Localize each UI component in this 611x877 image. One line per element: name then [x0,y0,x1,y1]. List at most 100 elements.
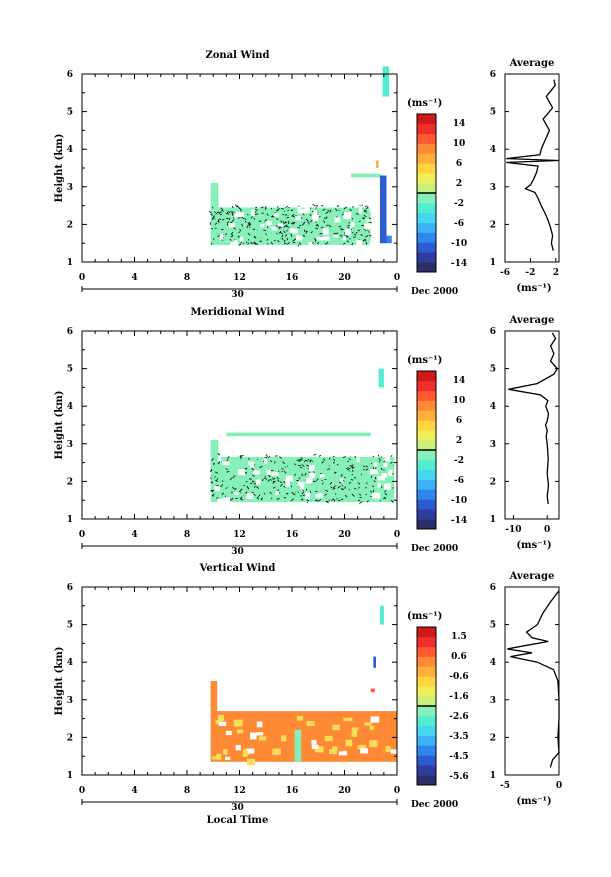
data-gap [217,456,222,461]
profile-y-tick-label: 1 [490,771,496,781]
data-gap [385,745,391,753]
colorbar [416,370,437,530]
panel-title: Zonal Wind [205,50,269,61]
data-block [378,368,384,388]
profile-y-tick-label: 6 [490,70,496,80]
colorbar-swatch [417,450,436,461]
colorbar-tick-label: 2 [456,436,462,446]
data-gap [272,748,281,755]
x-tick-label: 8 [184,786,190,796]
profile-y-tick-label: 3 [490,183,496,193]
date-day: 30 [231,290,244,300]
colorbar-swatch [417,469,436,480]
data-gap [306,721,315,727]
colorbar-swatch [417,242,436,253]
data-gap [298,481,305,487]
data-gap [374,462,378,467]
colorbar [416,626,437,786]
x-tick-label: 0 [79,786,85,796]
data-gap [332,746,338,750]
data-gap [271,226,278,231]
profile-line [506,79,559,251]
colorbar-tick-label: -14 [451,516,467,526]
colorbar-swatch [417,371,436,382]
colorbar-tick-label: 6 [456,159,462,169]
data-gap [304,207,311,214]
data-block [351,173,382,178]
colorbar-swatch [417,656,436,667]
data-gap [281,735,287,742]
data-gap [343,717,353,722]
y-tick-label: 6 [67,327,73,337]
data-block [379,175,387,244]
average-profile: Average 1 2 3 4 5 6 -10 0 (ms⁻¹) [490,315,560,551]
x-tick-label: 16 [286,530,299,540]
profile-line [507,590,560,768]
y-tick-label: 3 [67,696,73,706]
colorbar-swatch [417,646,436,657]
colorbar-swatch [417,420,436,431]
data-gap [334,217,341,223]
colorbar-swatch [417,440,436,451]
data-gap [236,212,245,218]
data-gap [324,736,333,742]
profile-y-tick-label: 6 [490,583,496,593]
data-gap [297,206,302,212]
data-block [226,432,371,437]
colorbar-swatch [417,636,436,648]
data-block [382,66,390,97]
heatmap-cells [210,605,397,762]
x-axis-label: Local Time [207,815,269,826]
colorbar-tick-label: 6 [456,416,462,426]
data-gap [311,744,319,750]
colorbar-unit: (ms⁻¹) [407,98,442,109]
data-gap [256,732,264,736]
colorbar-swatch [417,715,436,727]
data-block [373,656,376,668]
data-gap [319,473,325,478]
x-tick-label: 20 [338,273,351,283]
x-tick-label: 20 [338,530,351,540]
data-gap [211,756,220,760]
data-gap [350,221,355,228]
x-tick-label: 8 [184,530,190,540]
data-gap [300,484,305,490]
data-gap [313,209,318,216]
colorbar-swatch [417,390,436,401]
data-gap [388,469,393,476]
colorbar-tick-label: -10 [451,239,467,249]
profile-y-tick-label: 2 [490,477,496,487]
colorbar-swatch [417,400,436,411]
colorbar-swatch [417,380,436,392]
data-gap [230,242,238,249]
data-gap [258,736,267,741]
colorbar-swatch [417,666,436,677]
panel-title: Meridional Wind [190,307,284,318]
data-block [210,440,219,457]
profile-title: Average [509,315,555,326]
data-gap [225,756,231,761]
colorbar-tick-label: -14 [451,259,467,269]
colorbar [416,113,437,273]
colorbar-swatch [417,262,436,273]
data-block [376,160,379,168]
data-gap [322,228,329,235]
colorbar-swatch [417,499,436,510]
data-gap [343,212,352,220]
data-gap [255,479,261,485]
profile-title: Average [509,571,555,582]
y-tick-label: 1 [67,771,73,781]
data-gap [251,209,255,216]
colorbar-tick-label: 14 [453,119,466,129]
y-axis-label: Height (km) [54,647,65,716]
data-gap [356,457,360,463]
date-label: Dec 2000 [411,287,458,297]
colorbar-swatch [417,775,436,786]
x-tick-label: 4 [131,530,137,540]
data-gap [305,492,311,500]
average-profile: Average 1 2 3 4 5 6 -5 0 (ms⁻¹) [490,571,562,807]
data-gap [240,236,244,242]
profile-x-tick-label: 0 [544,525,550,535]
data-gap [265,221,272,226]
